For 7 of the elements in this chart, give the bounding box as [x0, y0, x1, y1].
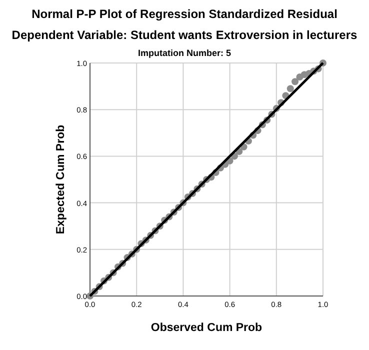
y-axis-title: Expected Cum Prob	[55, 124, 67, 234]
chart-title: Normal P-P Plot of Regression Standardized Residual	[32, 7, 338, 21]
text: Imputation Number: 5	[138, 48, 232, 58]
point	[286, 85, 294, 92]
point	[292, 78, 299, 86]
chart-subtitle: Dependent Variable: Student wants Extroversion in lecturers	[12, 28, 358, 42]
x-axis-title: Observed Cum Prob	[150, 322, 262, 334]
